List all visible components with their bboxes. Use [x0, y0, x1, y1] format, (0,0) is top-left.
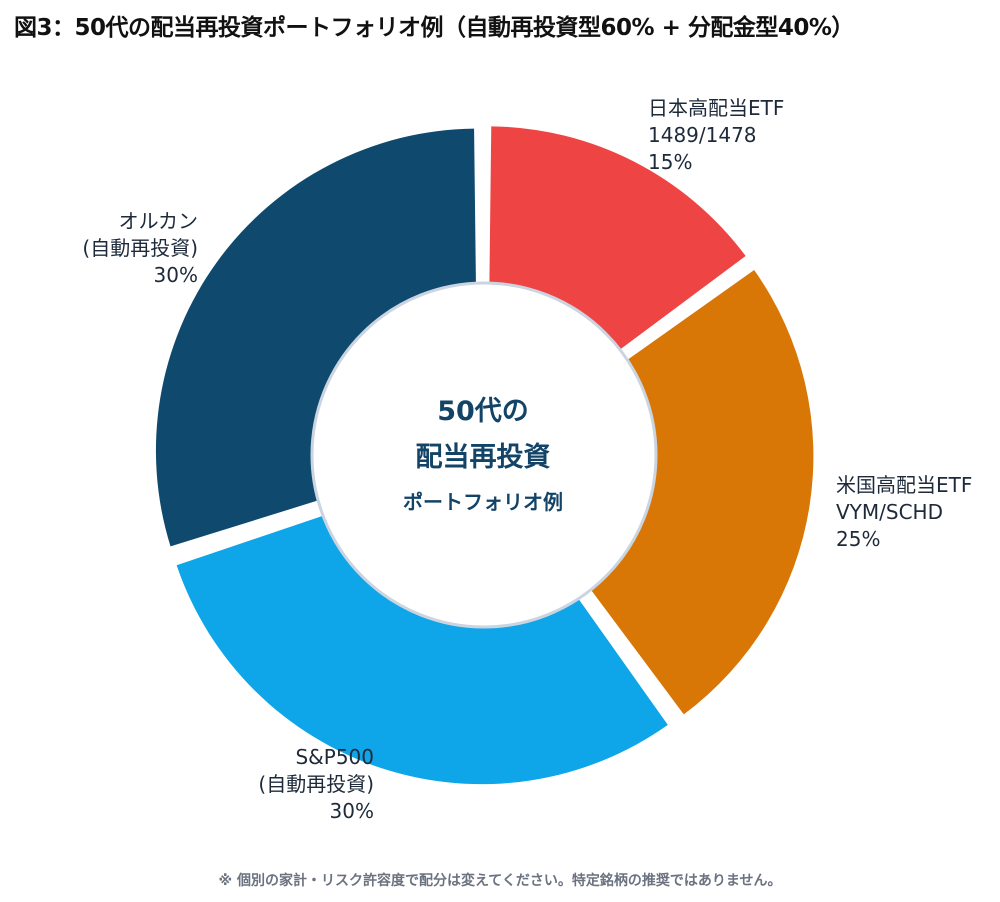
slice-label-all-country: オルカン (自動再投資) 30% — [82, 208, 198, 289]
slice-sub: (自動再投資) — [258, 772, 374, 796]
slice-name: S&P500 — [295, 745, 374, 769]
footnote: ※ 個別の家計・リスク許容度で配分は変えてください。特定銘柄の推奨ではありません… — [218, 873, 782, 889]
slice-label-us-etf: 米国高配当ETF VYM/SCHD 25% — [836, 472, 972, 553]
center-line-3: ポートフォリオ例 — [403, 490, 563, 514]
slice-value: 25% — [836, 527, 881, 551]
slice-value: 15% — [648, 150, 693, 174]
slice-name: 米国高配当ETF — [836, 473, 973, 497]
center-line-2: 配当再投資 — [415, 442, 551, 473]
slice-value: 30% — [153, 263, 198, 287]
donut-slice-0 — [489, 126, 746, 352]
donut-slice-1 — [588, 270, 814, 715]
donut-slice-2 — [176, 514, 668, 785]
slice-name: 日本高配当ETF — [648, 96, 785, 120]
donut-slice-3 — [155, 128, 476, 547]
slice-sub: VYM/SCHD — [836, 500, 943, 524]
slice-name: オルカン — [118, 209, 198, 233]
chart-title: 図3：50代の配当再投資ポートフォリオ例（自動再投資型60% + 分配金型40%… — [14, 15, 854, 41]
donut-center-hole — [310, 281, 658, 629]
slice-label-japan-etf: 日本高配当ETF 1489/1478 15% — [648, 95, 784, 176]
center-line-1: 50代の — [437, 396, 529, 427]
slice-label-sp500: S&P500 (自動再投資) 30% — [258, 744, 374, 825]
slice-sub: 1489/1478 — [648, 123, 757, 147]
center-label: 50代の 配当再投資 ポートフォリオ例 — [313, 395, 653, 515]
slice-sub: (自動再投資) — [82, 236, 198, 260]
slice-value: 30% — [329, 799, 374, 823]
